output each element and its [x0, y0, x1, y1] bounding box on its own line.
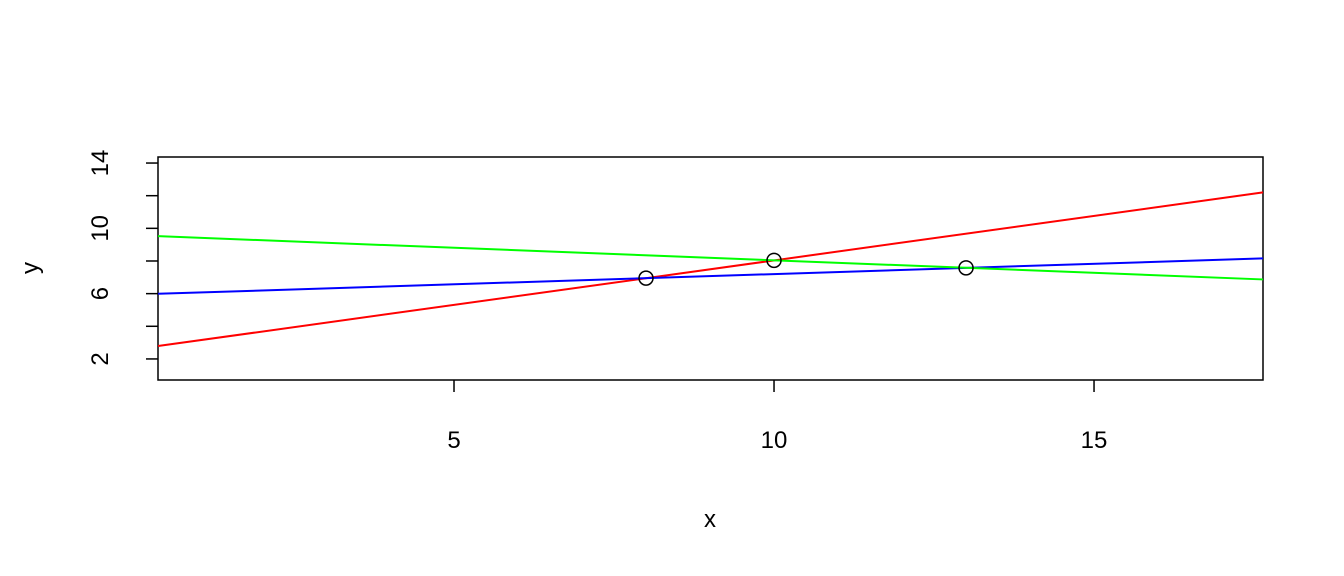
- y-tick-label: 6: [87, 287, 114, 300]
- point: [638, 270, 654, 286]
- x-tick-label: 5: [447, 427, 460, 454]
- fit-line: [157, 235, 1264, 281]
- point: [958, 260, 974, 276]
- x-tick-label: 10: [761, 427, 788, 454]
- y-tick-label: 14: [87, 150, 114, 177]
- plot-frame: [157, 156, 1264, 381]
- y-axis-label: y: [17, 262, 44, 274]
- y-tick-label: 2: [87, 352, 114, 365]
- x-axis-label: x: [704, 506, 716, 533]
- fit-line: [157, 191, 1264, 348]
- x-tick-label: 15: [1081, 427, 1108, 454]
- y-tick-label: 10: [87, 215, 114, 242]
- point: [766, 252, 782, 269]
- fit-line: [157, 257, 1264, 295]
